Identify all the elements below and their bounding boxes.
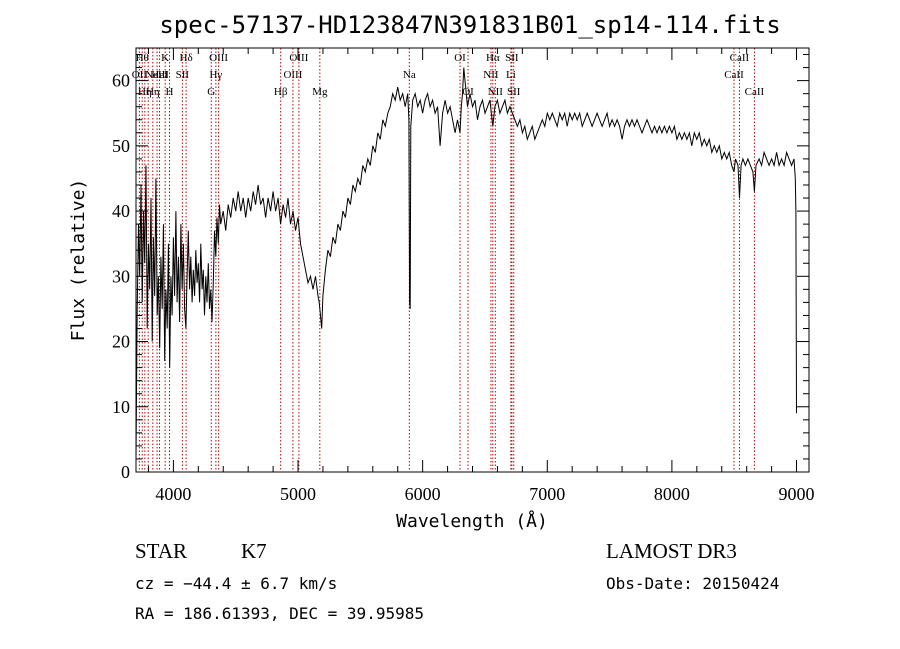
y-axis-ticks: 0 10 20 30 40 50 60 — [112, 54, 809, 482]
chart-title: spec-57137-HD123847N391831B01_sp14-114.f… — [159, 11, 780, 39]
line-marker-label: OIII — [209, 52, 228, 64]
line-marker-label: Hγ — [209, 69, 222, 81]
observation-date: Obs-Date: 20150424 — [606, 574, 779, 593]
x-tick-label: 5000 — [280, 484, 316, 504]
line-marker-label: CaII — [730, 52, 750, 64]
object-class: STAR — [135, 539, 187, 563]
line-marker-label: SII — [507, 86, 521, 98]
line-marker-label: H — [166, 86, 174, 98]
line-marker-label: HeI — [151, 69, 168, 81]
subclass: K7 — [241, 539, 267, 563]
line-marker-label: SII — [176, 69, 190, 81]
line-marker-label: Hθ — [136, 52, 149, 64]
x-tick-label: 9000 — [779, 484, 815, 504]
line-marker-label: Hβ — [274, 86, 288, 98]
line-marker-label: OI — [462, 86, 474, 98]
line-marker-label: OI — [454, 52, 466, 64]
line-marker-label: Hα — [486, 52, 500, 64]
y-tick-label: 0 — [121, 462, 130, 482]
line-marker-label: Mg — [312, 86, 328, 98]
line-marker-label: Hη — [138, 86, 152, 98]
x-tick-label: 6000 — [405, 484, 441, 504]
spectrum-line — [135, 67, 797, 460]
line-marker-label: SII — [505, 52, 519, 64]
line-marker-label: Na — [403, 69, 416, 81]
y-tick-label: 60 — [112, 71, 130, 91]
y-tick-label: 30 — [112, 266, 130, 286]
y-tick-label: 10 — [112, 397, 130, 417]
line-marker-label: Li — [506, 69, 516, 81]
line-marker-label: CaII — [724, 69, 744, 81]
spectrum-series — [135, 67, 797, 460]
y-tick-label: 50 — [112, 136, 130, 156]
line-marker-label: NeIII — [145, 69, 169, 81]
x-tick-label: 7000 — [529, 484, 565, 504]
line-marker-label: K — [161, 52, 169, 64]
plot-frame — [135, 47, 810, 473]
y-axis-label: Flux (relative) — [68, 179, 89, 342]
y-tick-label: 20 — [112, 332, 130, 352]
x-axis-ticks: 4000 5000 6000 7000 8000 9000 — [147, 48, 815, 504]
line-marker-label: G — [207, 86, 215, 98]
spectral-line-labels: OIIHθHηHηNeIIIHeIKHSIIHδGHγOIIIHβOIIIOII… — [132, 52, 765, 98]
survey-name: LAMOST DR3 — [606, 539, 737, 563]
x-tick-label: 4000 — [155, 484, 191, 504]
line-marker-label: Hη — [146, 86, 160, 98]
coordinates: RA = 186.61393, DEC = 39.95985 — [135, 604, 424, 623]
line-marker-label: CaII — [745, 86, 765, 98]
line-marker-label: NII — [483, 69, 499, 81]
x-axis-label: Wavelength (Å) — [396, 510, 548, 532]
line-marker-label: OIII — [283, 69, 302, 81]
redshift-velocity: cz = −44.4 ± 6.7 km/s — [135, 574, 337, 593]
line-marker-label: OIII — [289, 52, 308, 64]
y-tick-label: 40 — [112, 201, 130, 221]
x-tick-label: 8000 — [654, 484, 690, 504]
line-marker-label: Hδ — [180, 52, 193, 64]
line-marker-label: NII — [488, 86, 504, 98]
